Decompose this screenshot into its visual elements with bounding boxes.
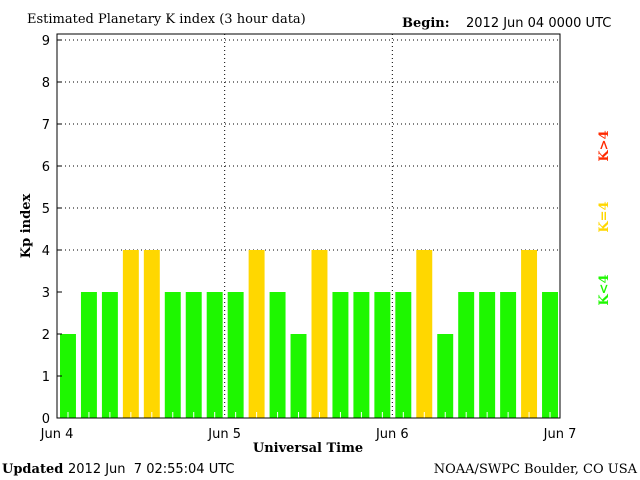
kp-bar (101, 292, 118, 418)
y-tick-label: 2 (42, 328, 50, 343)
kp-bar (164, 292, 181, 418)
kp-bar (311, 250, 328, 418)
kp-bar (248, 250, 265, 418)
kp-bar (227, 292, 244, 418)
y-tick-label: 0 (42, 412, 50, 427)
updated-label: Updated (2, 462, 63, 477)
kp-bar (374, 292, 391, 418)
legend-item: K>4 (597, 130, 612, 161)
x-tick-label: Jun 7 (543, 427, 577, 442)
plot-frame (56, 33, 561, 419)
begin-value: 2012 Jun 04 0000 UTC (466, 16, 611, 31)
y-tick-label: 9 (42, 34, 50, 49)
legend-item: K=4 (597, 201, 612, 232)
legend: K<4 K=4 K>4 (597, 130, 612, 305)
kp-bar (458, 292, 475, 418)
x-axis-label: Universal Time (253, 441, 363, 456)
kp-bar (500, 292, 517, 418)
kp-bar (395, 292, 412, 418)
source-label: NOAA/SWPC Boulder, CO USA (434, 462, 638, 477)
legend-item: K<4 (597, 274, 612, 305)
kp-bar (332, 292, 349, 418)
kp-bar (353, 292, 370, 418)
kp-bar (416, 250, 433, 418)
y-tick-label: 4 (42, 244, 50, 259)
y-tick-label: 3 (42, 286, 50, 301)
x-tick-label: Jun 5 (207, 427, 241, 442)
bars (60, 250, 558, 418)
kp-bar (60, 334, 76, 418)
x-ticks: Jun 4 Jun 5 Jun 6 Jun 7 (40, 427, 577, 442)
x-tick-label: Jun 6 (375, 427, 409, 442)
kp-bar (290, 334, 307, 418)
y-ticks: 0 1 2 3 4 5 6 7 8 9 (42, 34, 62, 427)
kp-bar (143, 250, 160, 418)
updated-value: 2012 Jun 7 02:55:04 UTC (68, 462, 235, 477)
kp-bar (542, 292, 558, 418)
y-tick-label: 8 (42, 76, 50, 91)
kp-bar (521, 250, 538, 418)
grid-lines (57, 34, 560, 418)
kp-bar (437, 334, 454, 418)
y-tick-label: 5 (42, 202, 50, 217)
kp-bar (80, 292, 97, 418)
kp-bar (185, 292, 202, 418)
kp-bar (269, 292, 286, 418)
chart-title: Estimated Planetary K index (3 hour data… (27, 12, 306, 27)
y-tick-label: 7 (42, 118, 50, 133)
kp-bar (206, 292, 223, 418)
kp-bar (479, 292, 496, 418)
y-tick-label: 1 (42, 370, 50, 385)
y-tick-label: 6 (42, 160, 50, 175)
y-axis-label: Kp index (19, 194, 34, 259)
x-tick-label: Jun 4 (40, 427, 74, 442)
begin-label: Begin: (402, 16, 450, 31)
kp-bar (122, 250, 139, 418)
